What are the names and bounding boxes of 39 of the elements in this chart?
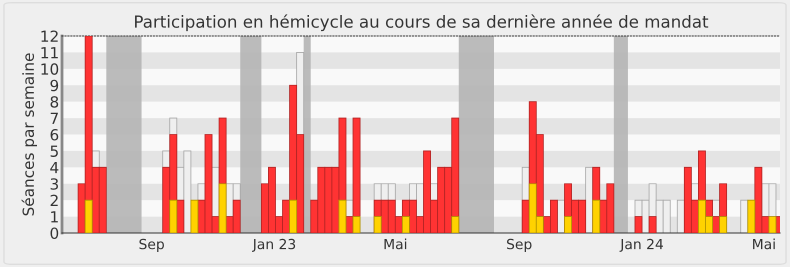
x-tick-label: Jan 23 bbox=[252, 238, 296, 252]
bar bbox=[648, 216, 657, 233]
x-tick-label: Mai bbox=[753, 238, 775, 250]
y-tick-label: 12 bbox=[41, 30, 58, 42]
bar bbox=[218, 183, 227, 233]
x-tick-label: Sep bbox=[507, 238, 532, 252]
y-tick-label: 8 bbox=[50, 96, 58, 108]
y-tick-label: 1 bbox=[51, 211, 58, 222]
x-tick-label: Jan 24 bbox=[620, 238, 664, 252]
y-tick-label: 2 bbox=[50, 194, 58, 206]
bar bbox=[564, 216, 572, 233]
y-tick-label: 0 bbox=[50, 227, 58, 240]
y-tick-label: 6 bbox=[50, 128, 58, 141]
bar bbox=[402, 216, 410, 233]
bar bbox=[522, 200, 530, 233]
chart-title: Participation en hémicycle au cours de sa dernière année de mandat bbox=[135, 14, 708, 32]
bar bbox=[176, 200, 184, 233]
bar bbox=[592, 200, 600, 233]
y-tick-label: 10 bbox=[41, 63, 58, 75]
bar bbox=[719, 216, 728, 233]
y-tick-label: 7 bbox=[50, 112, 58, 124]
bar bbox=[634, 216, 642, 233]
bar bbox=[190, 200, 198, 233]
bar bbox=[84, 200, 93, 233]
x-tick-label: Mai bbox=[384, 238, 406, 250]
bar bbox=[352, 216, 360, 233]
y-tick-label: 5 bbox=[50, 146, 58, 157]
bar bbox=[747, 200, 756, 233]
x-tick-label: Sep bbox=[139, 238, 164, 252]
bar bbox=[289, 200, 298, 233]
bar bbox=[451, 216, 460, 233]
y-tick-label: 9 bbox=[50, 80, 58, 92]
y-tick-label: 3 bbox=[50, 178, 58, 190]
y-tick-label: 11 bbox=[41, 47, 58, 58]
bar bbox=[169, 200, 178, 233]
y-axis-title: Séances par semaine bbox=[22, 53, 38, 216]
bar bbox=[338, 200, 346, 233]
y-tick-label: 4 bbox=[50, 162, 58, 174]
bar bbox=[374, 216, 382, 233]
